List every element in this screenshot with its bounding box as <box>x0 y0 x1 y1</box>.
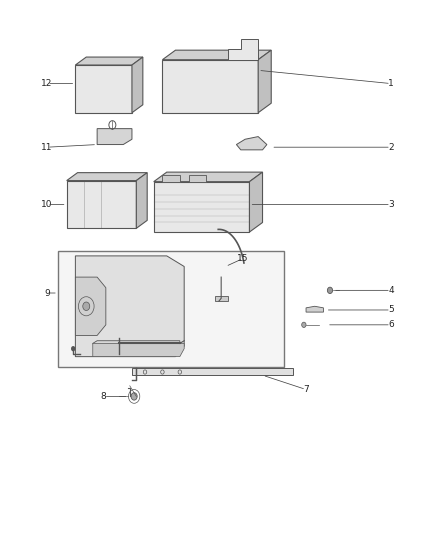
Text: 10: 10 <box>41 200 53 209</box>
Polygon shape <box>67 173 147 181</box>
Polygon shape <box>162 60 258 113</box>
Polygon shape <box>162 50 271 60</box>
Polygon shape <box>75 57 143 65</box>
Polygon shape <box>228 38 258 60</box>
Text: 11: 11 <box>41 143 53 152</box>
Polygon shape <box>258 50 271 113</box>
Polygon shape <box>75 256 184 357</box>
Polygon shape <box>154 182 250 232</box>
Polygon shape <box>97 128 132 144</box>
Text: 7: 7 <box>303 385 309 394</box>
Text: 5: 5 <box>388 305 394 314</box>
Text: 15: 15 <box>237 254 249 263</box>
Polygon shape <box>93 343 184 357</box>
Polygon shape <box>75 277 106 335</box>
Polygon shape <box>250 172 262 232</box>
Bar <box>188 175 206 182</box>
Polygon shape <box>67 181 136 228</box>
Text: 12: 12 <box>42 79 53 88</box>
Circle shape <box>83 302 90 311</box>
Text: 1: 1 <box>388 79 394 88</box>
Bar <box>162 175 180 182</box>
Text: 4: 4 <box>388 286 394 295</box>
Circle shape <box>327 287 332 294</box>
Polygon shape <box>93 341 180 351</box>
Polygon shape <box>306 306 323 312</box>
Polygon shape <box>132 368 293 375</box>
Polygon shape <box>132 57 143 113</box>
Polygon shape <box>237 136 267 150</box>
Polygon shape <box>136 173 147 228</box>
Circle shape <box>131 393 137 400</box>
Polygon shape <box>215 296 228 301</box>
Polygon shape <box>154 172 262 182</box>
FancyBboxPatch shape <box>58 251 284 367</box>
Text: 8: 8 <box>101 392 106 401</box>
Polygon shape <box>75 65 132 113</box>
Circle shape <box>71 346 75 351</box>
Text: 2: 2 <box>388 143 394 152</box>
Text: 9: 9 <box>44 288 50 297</box>
Circle shape <box>302 322 306 327</box>
Text: 6: 6 <box>388 320 394 329</box>
Text: 3: 3 <box>388 200 394 209</box>
